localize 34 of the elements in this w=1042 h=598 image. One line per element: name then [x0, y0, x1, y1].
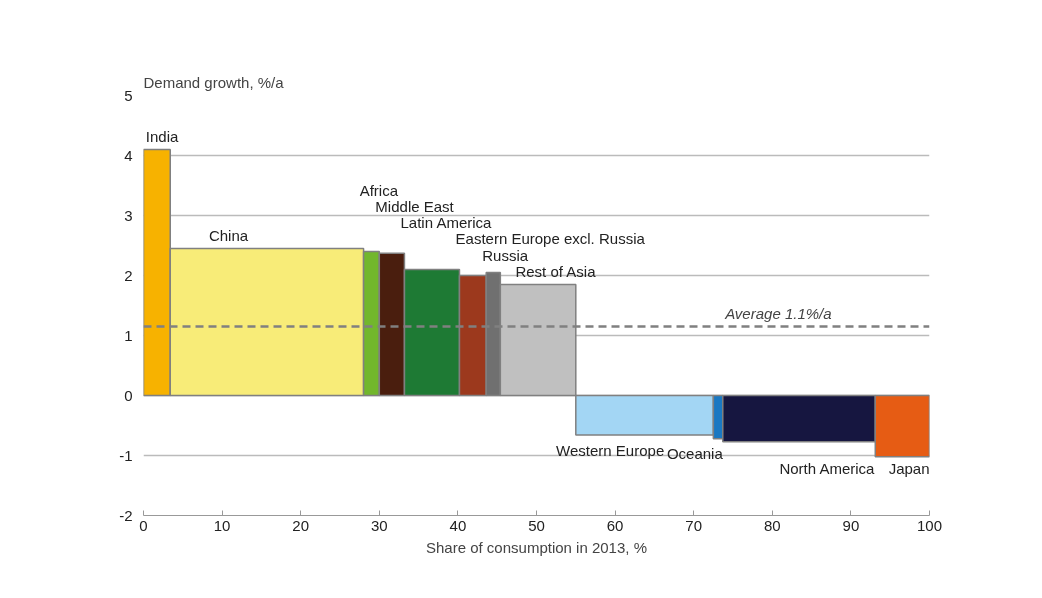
x-tick-label: 40	[449, 516, 467, 534]
x-tick-label: 90	[842, 516, 860, 534]
category-label: China	[208, 226, 249, 244]
x-tick-label: 30	[370, 516, 388, 534]
category-label: Latin America	[400, 214, 492, 232]
category-label: Middle East	[375, 197, 454, 215]
category-label: India	[145, 127, 179, 145]
ref-line-label: Average 1.1%/a	[724, 305, 832, 323]
category-label: Russia	[482, 246, 529, 264]
category-label: Oceania	[666, 444, 723, 462]
category-label: Africa	[359, 181, 398, 199]
y-tick-label: 5	[124, 86, 133, 104]
y-tick-label: -1	[119, 446, 133, 464]
x-tick-label: 10	[213, 516, 231, 534]
y-tick-label: -2	[119, 506, 133, 524]
x-tick-label: 50	[528, 516, 545, 534]
category-label: Western Europe	[556, 441, 665, 459]
category-label: Eastern Europe excl. Russia	[455, 230, 645, 248]
y-tick-label: 1	[124, 326, 133, 344]
x-tick-label: 80	[763, 516, 781, 534]
x-tick-label: 0	[139, 516, 148, 534]
category-label: North America	[779, 459, 875, 477]
category-label: Japan	[888, 459, 930, 477]
x-tick-label: 100	[916, 516, 943, 534]
y-tick-label: 0	[124, 386, 133, 404]
y-tick-label: 2	[124, 266, 133, 284]
x-tick-label: 60	[606, 516, 624, 534]
y-axis-title: Demand growth, %/a	[143, 73, 285, 91]
category-label: Rest of Asia	[515, 262, 596, 280]
y-tick-label: 3	[124, 206, 133, 224]
x-axis-title: Share of consumption in 2013, %	[426, 538, 647, 556]
x-tick-label: 70	[685, 516, 703, 534]
y-tick-label: 4	[124, 146, 133, 164]
x-tick-label: 20	[292, 516, 310, 534]
